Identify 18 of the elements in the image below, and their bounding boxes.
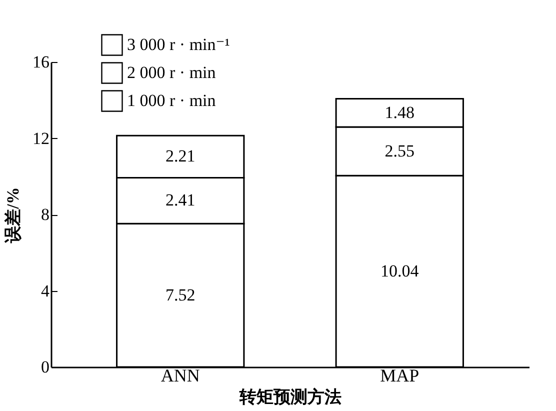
y-tick-label: 12: [32, 128, 50, 148]
data-label: 2.21: [165, 146, 196, 166]
y-axis-title: 误差/%: [4, 187, 22, 244]
data-label: 10.04: [380, 261, 420, 280]
data-label: 1.48: [384, 102, 415, 122]
y-tick-label: 16: [32, 52, 50, 72]
data-label: 2.55: [384, 141, 415, 160]
legend-label: 2 000 r · min: [127, 63, 216, 82]
data-label: 2.41: [165, 190, 196, 210]
x-tick-label: MAP: [380, 366, 420, 386]
y-tick-label: 4: [41, 281, 50, 300]
legend-label: 1 000 r · min: [127, 91, 216, 110]
y-tick-label: 8: [41, 205, 50, 224]
x-axis-title: 转矩预测方法: [238, 388, 342, 406]
y-tick-label: 0: [41, 358, 50, 376]
data-label: 7.52: [165, 285, 196, 304]
legend-label: 3 000 r · min⁻¹: [127, 35, 230, 54]
x-tick-label: ANN: [160, 366, 200, 386]
